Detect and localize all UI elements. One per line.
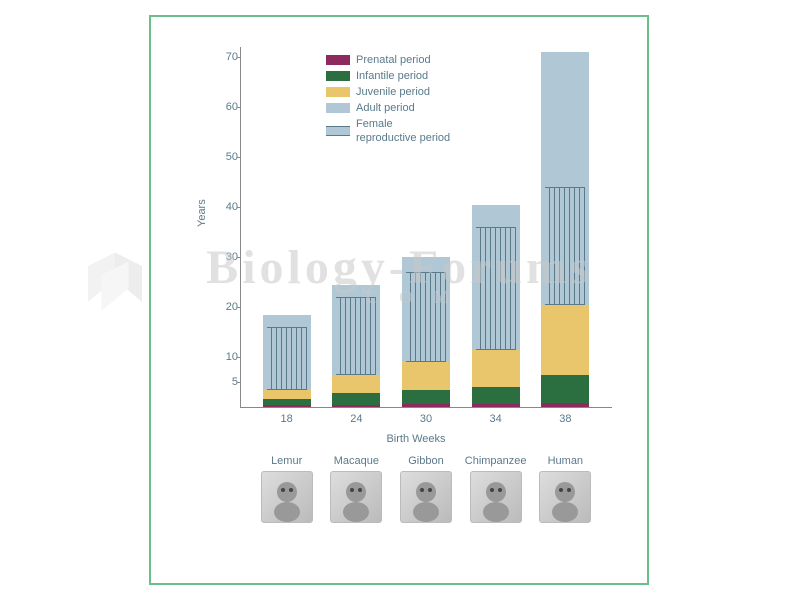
bar-segment-juvenile bbox=[472, 350, 520, 388]
bar-segment-reproductive bbox=[406, 272, 446, 362]
bar-segment-reproductive bbox=[336, 297, 376, 375]
species-label: Human bbox=[530, 455, 600, 467]
bar-group bbox=[263, 315, 311, 407]
bar-group bbox=[541, 52, 589, 407]
species-thumbnail bbox=[470, 471, 522, 523]
bar-group bbox=[402, 257, 450, 407]
y-tick-label: 70 bbox=[206, 51, 238, 63]
species-item: Macaque bbox=[321, 455, 391, 523]
legend-row: Prenatal period bbox=[326, 53, 450, 67]
y-tick-label: 5 bbox=[206, 376, 238, 388]
bar-segment-juvenile bbox=[263, 390, 311, 399]
y-tick-label: 10 bbox=[206, 351, 238, 363]
x-tick-label: 18 bbox=[257, 413, 317, 425]
legend-label: Juvenile period bbox=[356, 85, 430, 99]
species-label: Gibbon bbox=[391, 455, 461, 467]
legend-swatch bbox=[326, 55, 350, 65]
x-tick-label: 34 bbox=[466, 413, 526, 425]
bar-segment-juvenile bbox=[541, 305, 589, 375]
y-tick-label: 60 bbox=[206, 101, 238, 113]
species-item: Lemur bbox=[252, 455, 322, 523]
legend-label: Infantile period bbox=[356, 69, 428, 83]
species-label: Lemur bbox=[252, 455, 322, 467]
x-tick-label: 30 bbox=[396, 413, 456, 425]
legend-swatch bbox=[326, 103, 350, 113]
bar-group bbox=[332, 285, 380, 408]
bar-segment-infantile bbox=[472, 387, 520, 404]
chart-area: Years 510203040506070 1824303438 Birth W… bbox=[206, 37, 626, 437]
species-thumbnail bbox=[261, 471, 313, 523]
bar-segment-prenatal bbox=[472, 404, 520, 408]
legend-row: Female reproductive period bbox=[326, 117, 450, 145]
species-thumbnail bbox=[400, 471, 452, 523]
species-thumbnail bbox=[330, 471, 382, 523]
x-tick-label: 38 bbox=[535, 413, 595, 425]
species-label: Chimpanzee bbox=[461, 455, 531, 467]
bar-segment-reproductive bbox=[267, 327, 307, 390]
species-item: Gibbon bbox=[391, 455, 461, 523]
legend-row: Infantile period bbox=[326, 69, 450, 83]
bar-segment-infantile bbox=[402, 390, 450, 405]
species-label: Macaque bbox=[321, 455, 391, 467]
species-item: Chimpanzee bbox=[461, 455, 531, 523]
legend-label: Adult period bbox=[356, 101, 415, 115]
legend-swatch bbox=[326, 87, 350, 97]
bar-segment-juvenile bbox=[332, 375, 380, 394]
bar-segment-infantile bbox=[263, 399, 311, 405]
x-axis bbox=[240, 407, 612, 408]
bar-segment-prenatal bbox=[541, 403, 589, 407]
y-tick-label: 20 bbox=[206, 301, 238, 313]
bar-segment-reproductive bbox=[545, 187, 585, 305]
bar-segment-prenatal bbox=[263, 405, 311, 407]
legend-row: Juvenile period bbox=[326, 85, 450, 99]
x-tick-label: 24 bbox=[326, 413, 386, 425]
y-tick-label: 30 bbox=[206, 251, 238, 263]
legend: Prenatal period Infantile period Juvenile … bbox=[326, 53, 450, 147]
legend-label: Prenatal period bbox=[356, 53, 431, 67]
bar-segment-reproductive bbox=[476, 227, 516, 350]
species-row: LemurMacaqueGibbonChimpanzeeHuman bbox=[206, 455, 626, 575]
watermark-logo-icon bbox=[70, 230, 160, 320]
bar-segment-juvenile bbox=[402, 362, 450, 390]
legend-swatch bbox=[326, 71, 350, 81]
chart-frame: Years 510203040506070 1824303438 Birth W… bbox=[149, 15, 649, 585]
x-axis-label: Birth Weeks bbox=[206, 433, 626, 445]
y-tick-label: 40 bbox=[206, 201, 238, 213]
bar-segment-prenatal bbox=[332, 405, 380, 408]
bar-segment-infantile bbox=[332, 393, 380, 405]
legend-row: Adult period bbox=[326, 101, 450, 115]
bar-group bbox=[472, 205, 520, 408]
bar-segment-infantile bbox=[541, 375, 589, 404]
bar-segment-prenatal bbox=[402, 404, 450, 407]
legend-label: Female reproductive period bbox=[356, 117, 450, 145]
species-thumbnail bbox=[539, 471, 591, 523]
legend-swatch bbox=[326, 126, 350, 136]
y-tick-label: 50 bbox=[206, 151, 238, 163]
species-item: Human bbox=[530, 455, 600, 523]
